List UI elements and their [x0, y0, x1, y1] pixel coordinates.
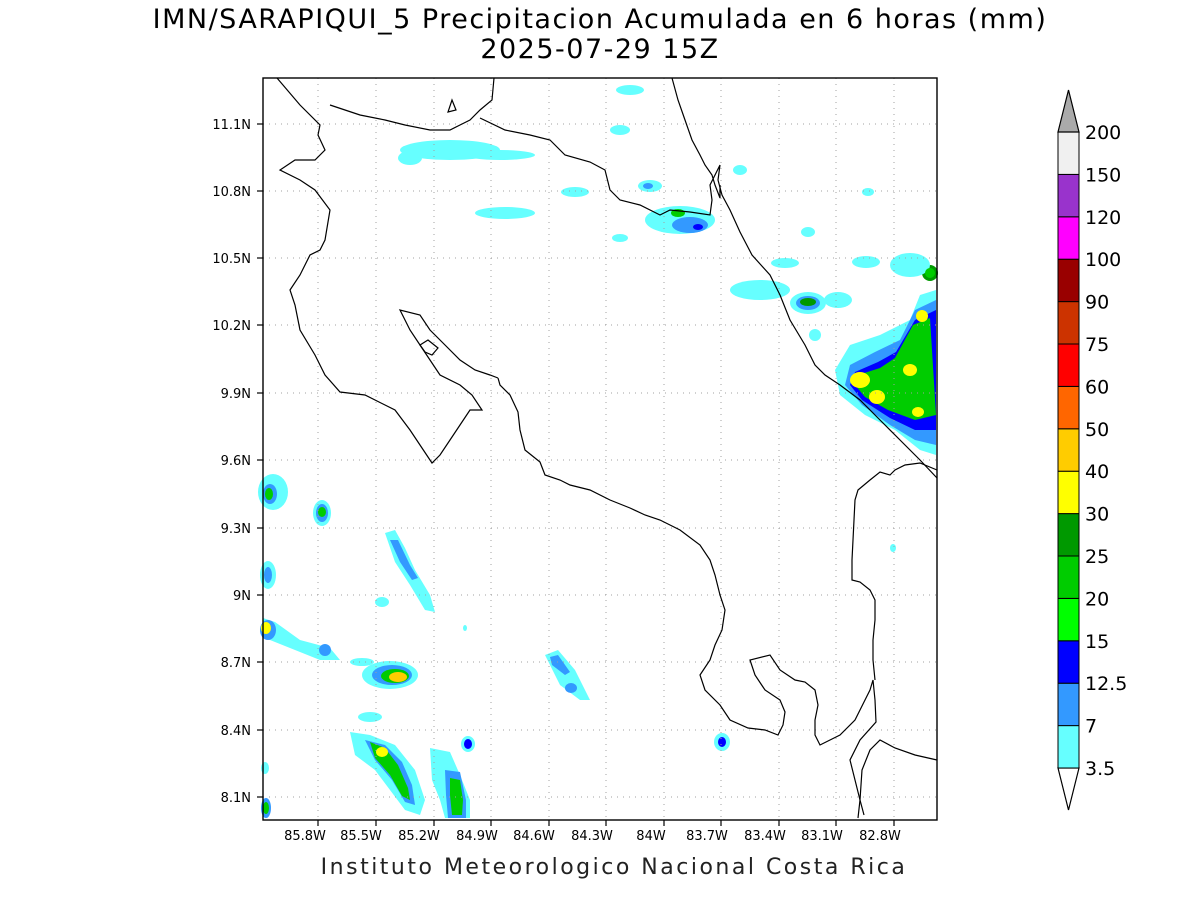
colorbar-label: 3.5: [1085, 758, 1115, 780]
colorbar-swatch: [1057, 216, 1080, 260]
colorbar-label: 12.5: [1085, 673, 1127, 695]
colorbar-label: 50: [1085, 419, 1109, 441]
lat-label: 9N: [233, 589, 251, 604]
colorbar-label: 60: [1085, 376, 1109, 398]
lat-label: 11.1N: [212, 118, 251, 133]
colorbar-label: 20: [1085, 588, 1109, 610]
lat-label: 10.5N: [212, 252, 251, 267]
lon-label: 83.7W: [686, 829, 728, 844]
lat-label: 10.2N: [212, 319, 251, 334]
colorbar-label: 100: [1085, 249, 1121, 271]
lon-label: 83.4W: [744, 829, 786, 844]
map-title: IMN/SARAPIQUI_5 Precipitacion Acumulada …: [152, 4, 1048, 35]
map-subtitle: 2025-07-29 15Z: [480, 34, 720, 65]
colorbar-swatch: [1057, 258, 1080, 303]
colorbar-label: 150: [1085, 164, 1121, 186]
lon-label: 85.5W: [340, 829, 382, 844]
colorbar-swatch: [1057, 173, 1080, 218]
colorbar-label: 75: [1085, 334, 1109, 356]
map-grid: [263, 78, 937, 820]
colorbar-swatch: [1057, 597, 1080, 642]
colorbar-swatch: [1057, 301, 1080, 345]
colorbar-label: 40: [1085, 461, 1109, 483]
colorbar-label: 7: [1085, 716, 1097, 738]
colorbar-swatch: [1057, 385, 1080, 430]
colorbar-swatch: [1057, 513, 1080, 557]
coastlines: [276, 77, 938, 819]
colorbar-swatch: [1057, 470, 1080, 515]
lon-label: 85.2W: [398, 829, 440, 844]
lon-label: 84.9W: [456, 829, 498, 844]
lon-label: 84W: [636, 829, 666, 844]
colorbar-swatch: [1057, 131, 1080, 175]
map-frame: [262, 77, 938, 821]
lon-label: 85.8W: [284, 829, 326, 844]
precipitation-contours: [258, 85, 938, 818]
colorbar-swatch: [1057, 343, 1080, 387]
lat-label: 8.1N: [221, 791, 251, 806]
lat-label: 8.4N: [221, 724, 251, 739]
colorbar-swatch: [1057, 428, 1080, 472]
colorbar-label: 90: [1085, 292, 1109, 314]
colorbar-swatch: [1057, 682, 1080, 727]
colorbar-swatch: [1057, 725, 1080, 769]
colorbar-label: 25: [1085, 546, 1109, 568]
lon-label: 84.6W: [513, 829, 555, 844]
colorbar-swatch: [1057, 640, 1080, 684]
colorbar-low-arrow: [1057, 767, 1080, 811]
colorbar-swatch: [1057, 555, 1080, 599]
colorbar-high-arrow: [1057, 89, 1080, 133]
lon-label: 84.3W: [571, 829, 613, 844]
axis-ticks: [257, 123, 895, 826]
lat-label: 9.6N: [221, 454, 251, 469]
colorbar-label: 15: [1085, 631, 1109, 653]
lon-label: 83.1W: [801, 829, 843, 844]
lat-label: 9.3N: [221, 522, 251, 537]
colorbar-label: 200: [1085, 122, 1121, 144]
credit-text: Instituto Meteorologico Nacional Costa R…: [320, 855, 908, 880]
colorbar: 3.5 7 12.5 15 20 25 30 40 50 60 75 90 100 120 150 200: [1057, 89, 1127, 811]
lon-label: 82.8W: [859, 829, 901, 844]
colorbar-label: 120: [1085, 207, 1121, 229]
lat-label: 9.9N: [221, 387, 251, 402]
colorbar-label: 30: [1085, 504, 1109, 526]
lat-label: 8.7N: [221, 656, 251, 671]
lat-label: 10.8N: [212, 185, 251, 200]
